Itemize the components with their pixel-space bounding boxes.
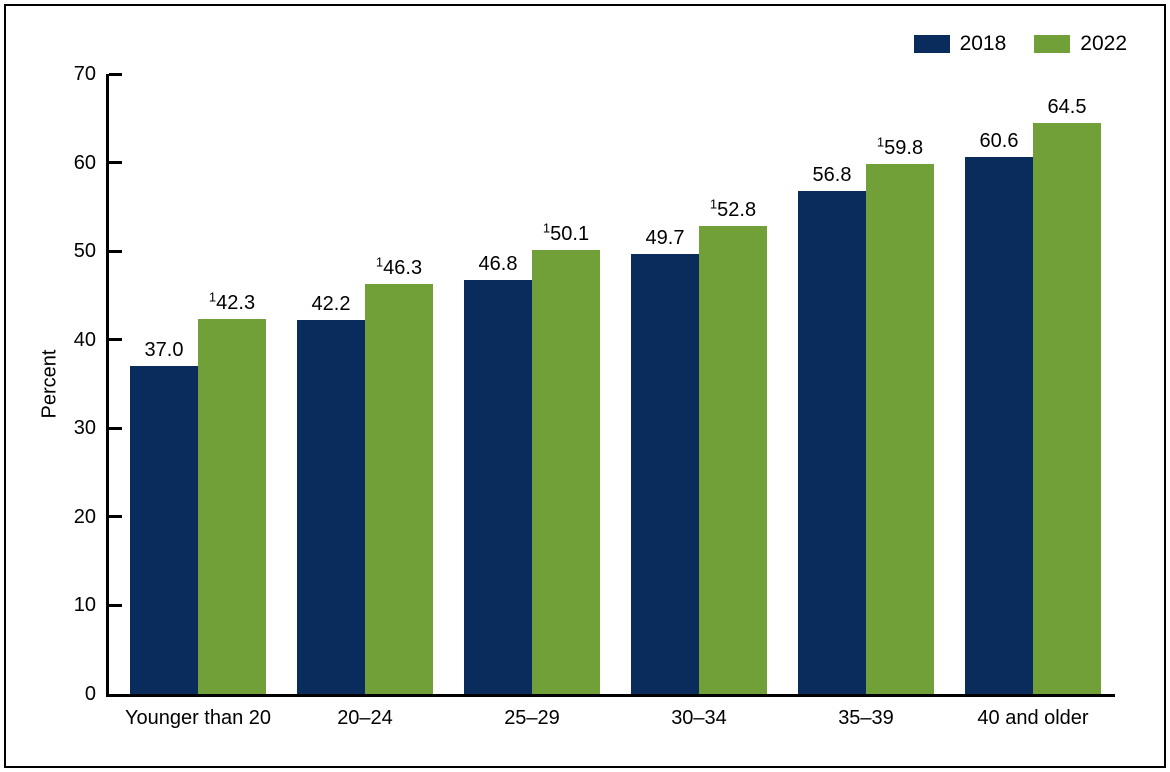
y-tick-10 bbox=[109, 603, 122, 607]
footnote-marker: 1 bbox=[375, 254, 384, 270]
data-label-2018-25-29: 46.8 bbox=[478, 252, 518, 275]
y-tick-label-10: 10 bbox=[73, 594, 96, 617]
y-tick-label-20: 20 bbox=[73, 505, 96, 528]
bar-2018-40-and-older: 60.6 bbox=[965, 131, 1033, 694]
footnote-marker: 1 bbox=[542, 220, 551, 236]
footnote-marker: 1 bbox=[709, 196, 718, 212]
bar-2018-younger-than-20: 37.0 bbox=[130, 340, 198, 694]
bar-group-20-24: 42.2 146.3 bbox=[297, 74, 433, 694]
x-category-label-40-and-older: 40 and older bbox=[977, 707, 1089, 729]
y-tick-label-70: 70 bbox=[73, 63, 96, 85]
bar-2018-30-34: 49.7 bbox=[631, 228, 699, 694]
data-label-2022-30-34: 152.8 bbox=[709, 196, 757, 222]
data-label-2018-younger-than-20: 37.0 bbox=[144, 339, 184, 362]
data-label-2018-35-39: 56.8 bbox=[812, 163, 852, 186]
y-tick-label-50: 50 bbox=[73, 240, 96, 263]
legend-label: 2018 bbox=[959, 32, 1007, 55]
legend-label: 2022 bbox=[1080, 32, 1127, 55]
legend-swatch-2018 bbox=[913, 34, 950, 53]
bar-2022-younger-than-20: 142.3 bbox=[198, 291, 266, 694]
y-tick-30 bbox=[109, 426, 122, 430]
bar-2018-25-29: 46.8 bbox=[464, 254, 532, 694]
data-label-2022-25-29: 150.1 bbox=[542, 220, 590, 246]
data-label-2022-35-39: 159.8 bbox=[876, 134, 924, 160]
x-category-label-younger-than-20: Younger than 20 bbox=[124, 707, 272, 729]
x-axis-line bbox=[106, 694, 1115, 697]
bar-group-younger-than-20: 37.0 142.3 bbox=[130, 74, 266, 694]
x-category-label-20-24: 20–24 bbox=[337, 707, 393, 729]
y-tick-60 bbox=[109, 161, 122, 165]
legend-entry-2022: 2022 bbox=[1034, 33, 1127, 54]
bar-2022-35-39: 159.8 bbox=[866, 136, 934, 694]
y-tick-label-40: 40 bbox=[73, 328, 96, 351]
y-tick-20 bbox=[109, 515, 122, 519]
data-label-2018-40-and-older: 60.6 bbox=[979, 130, 1019, 153]
bar-2022-25-29: 150.1 bbox=[532, 222, 600, 694]
data-label-2018-20-24: 42.2 bbox=[311, 293, 351, 316]
x-category-label-30-34: 30–34 bbox=[671, 707, 727, 729]
legend: 2018 2022 bbox=[913, 32, 1127, 55]
legend-entry-2018: 2018 bbox=[913, 32, 1007, 55]
bar-group-25-29: 46.8 150.1 bbox=[464, 74, 600, 694]
bar-group-40-and-older: 60.6 64.5 bbox=[965, 74, 1101, 694]
y-tick-label-30: 30 bbox=[73, 417, 96, 440]
x-category-label-35-39: 35–39 bbox=[838, 707, 894, 729]
footnote-marker: 1 bbox=[208, 289, 217, 305]
y-tick-40 bbox=[109, 338, 122, 342]
y-axis-line bbox=[106, 74, 109, 697]
y-tick-label-0: 0 bbox=[84, 683, 96, 705]
bar-2018-20-24: 42.2 bbox=[297, 294, 365, 694]
data-label-2018-30-34: 49.7 bbox=[645, 226, 685, 249]
y-tick-50 bbox=[109, 249, 122, 253]
legend-swatch-2022 bbox=[1034, 34, 1071, 53]
plot-area: 0 10 20 30 40 50 60 70 Younger than 20 37.0 142.3 2… bbox=[74, 64, 1115, 728]
bar-2022-20-24: 146.3 bbox=[365, 255, 433, 694]
bar-group-30-34: 49.7 152.8 bbox=[631, 74, 767, 694]
x-category-label-25-29: 25–29 bbox=[504, 707, 560, 729]
y-axis-title: Percent bbox=[38, 349, 61, 419]
y-tick-70 bbox=[109, 72, 122, 76]
bar-2018-35-39: 56.8 bbox=[798, 165, 866, 694]
data-label-2022-40-and-older: 64.5 bbox=[1047, 95, 1087, 118]
bar-group-35-39: 56.8 159.8 bbox=[798, 74, 934, 694]
data-label-2022-younger-than-20: 142.3 bbox=[208, 289, 256, 315]
bar-2022-40-and-older: 64.5 bbox=[1033, 97, 1101, 694]
y-tick-label-60: 60 bbox=[73, 151, 96, 174]
bar-2022-30-34: 152.8 bbox=[699, 198, 767, 694]
data-label-2022-20-24: 146.3 bbox=[375, 254, 423, 279]
footnote-marker: 1 bbox=[876, 134, 885, 150]
